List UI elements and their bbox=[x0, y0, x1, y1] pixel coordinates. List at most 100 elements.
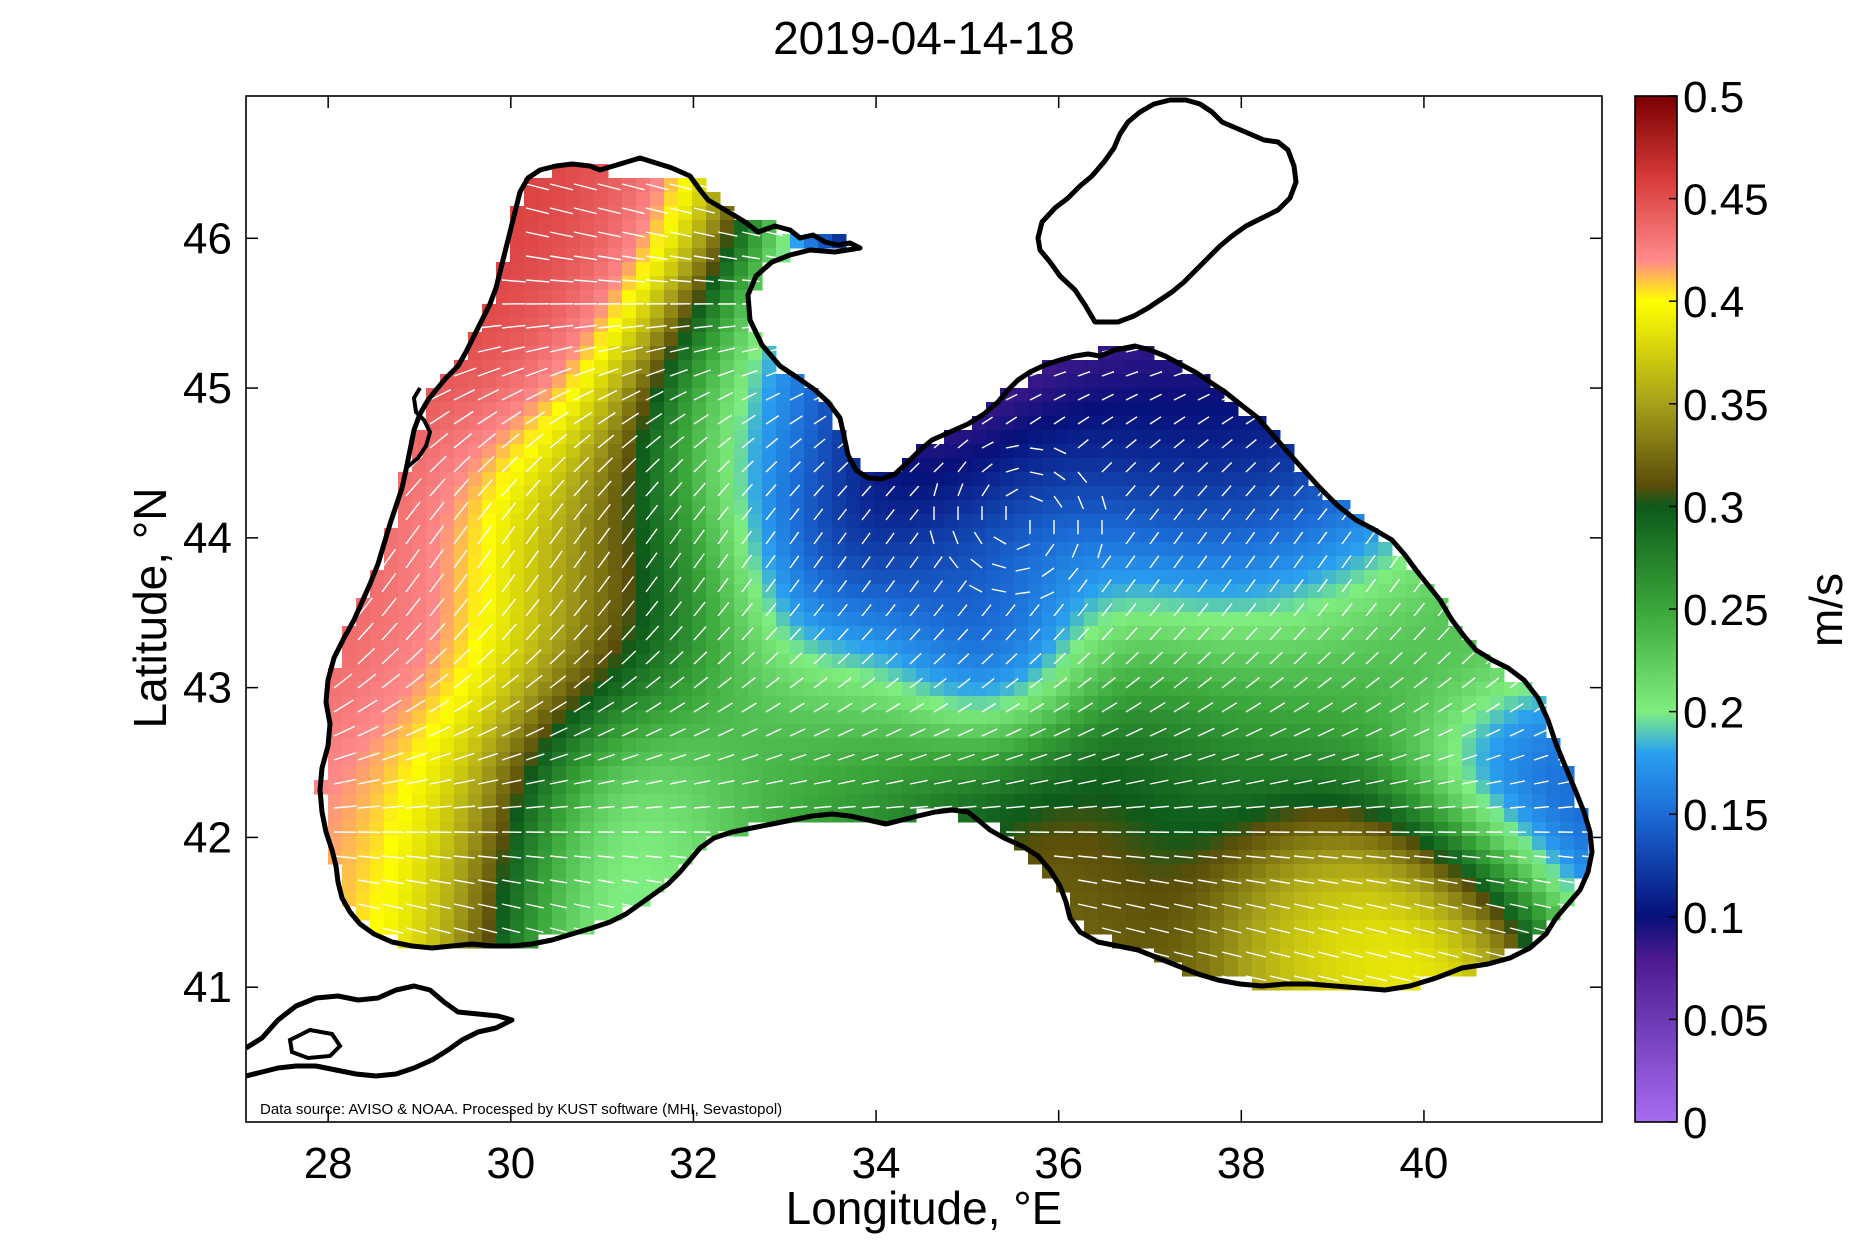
current-arrow bbox=[1101, 753, 1120, 761]
speed-cell bbox=[482, 766, 497, 781]
speed-cell bbox=[1336, 528, 1351, 543]
speed-cell bbox=[1476, 934, 1491, 949]
speed-cell bbox=[1350, 878, 1365, 893]
speed-cell bbox=[1504, 878, 1519, 893]
current-arrow bbox=[1005, 628, 1017, 641]
speed-cell bbox=[958, 500, 973, 515]
speed-cell bbox=[398, 794, 413, 809]
speed-cell bbox=[398, 808, 413, 823]
speed-cell bbox=[1014, 416, 1029, 431]
speed-cell bbox=[580, 500, 595, 515]
current-arrow bbox=[1245, 579, 1256, 593]
current-arrow bbox=[1005, 702, 1021, 713]
current-arrow bbox=[1485, 855, 1504, 859]
speed-cell bbox=[1462, 864, 1477, 879]
speed-cell bbox=[370, 682, 385, 697]
speed-cell bbox=[482, 640, 497, 655]
speed-cell bbox=[1308, 668, 1323, 683]
speed-cell bbox=[510, 906, 525, 921]
speed-cell bbox=[1084, 724, 1099, 739]
current-arrow bbox=[1197, 855, 1218, 859]
speed-cell bbox=[1182, 612, 1197, 627]
speed-cell bbox=[496, 374, 511, 389]
current-arrow bbox=[621, 676, 638, 689]
speed-cell bbox=[944, 752, 959, 767]
current-arrow bbox=[453, 388, 476, 401]
speed-cell bbox=[1168, 878, 1183, 893]
speed-cell bbox=[874, 738, 889, 753]
speed-cell bbox=[1392, 864, 1407, 879]
colorbar: 00.050.10.150.20.250.30.350.40.450.5 m/s bbox=[1634, 73, 1852, 1148]
current-arrow bbox=[1173, 805, 1193, 809]
speed-cell bbox=[762, 696, 777, 711]
speed-cell bbox=[986, 598, 1001, 613]
speed-cell bbox=[678, 220, 693, 235]
current-arrow bbox=[1365, 554, 1376, 569]
speed-cell bbox=[1182, 640, 1197, 655]
speed-cell bbox=[1280, 668, 1295, 683]
speed-cell bbox=[1266, 710, 1281, 725]
speed-cell bbox=[1182, 864, 1197, 879]
speed-cell bbox=[1182, 556, 1197, 571]
speed-cell bbox=[1196, 486, 1211, 501]
speed-cell bbox=[1294, 668, 1309, 683]
current-arrow bbox=[1197, 951, 1218, 958]
speed-cell bbox=[1322, 808, 1337, 823]
current-arrow bbox=[1221, 779, 1241, 785]
speed-cell bbox=[664, 374, 679, 389]
speed-cell bbox=[454, 612, 469, 627]
speed-cell bbox=[776, 542, 791, 557]
speed-cell bbox=[874, 696, 889, 711]
speed-cell bbox=[1350, 570, 1365, 585]
speed-cell bbox=[482, 738, 497, 753]
speed-cell bbox=[1154, 654, 1169, 669]
speed-cell bbox=[440, 542, 455, 557]
speed-cell bbox=[1378, 878, 1393, 893]
current-arrow bbox=[429, 927, 451, 934]
speed-cell bbox=[692, 738, 707, 753]
speed-cell bbox=[874, 500, 889, 515]
speed-cell bbox=[1112, 724, 1127, 739]
speed-cell bbox=[720, 332, 735, 347]
speed-cell bbox=[692, 808, 707, 823]
speed-cell bbox=[664, 388, 679, 403]
current-arrow bbox=[549, 456, 566, 473]
speed-cell bbox=[328, 794, 343, 809]
speed-cell bbox=[762, 514, 777, 529]
speed-cell bbox=[1070, 458, 1085, 473]
speed-cell bbox=[706, 402, 721, 417]
speed-cell bbox=[412, 780, 427, 795]
speed-cell bbox=[846, 724, 861, 739]
speed-cell bbox=[1238, 710, 1253, 725]
current-arrow bbox=[693, 482, 706, 497]
speed-cell bbox=[860, 668, 875, 683]
speed-cell bbox=[734, 248, 749, 263]
speed-cell bbox=[524, 668, 539, 683]
speed-cell bbox=[664, 696, 679, 711]
current-arrow bbox=[1125, 805, 1146, 809]
current-arrow bbox=[429, 410, 450, 425]
speed-cell bbox=[1056, 780, 1071, 795]
speed-cell bbox=[1406, 668, 1421, 683]
speed-cell bbox=[1434, 906, 1449, 921]
speed-cell bbox=[454, 486, 469, 501]
speed-cell bbox=[748, 626, 763, 641]
speed-cell bbox=[1336, 696, 1351, 711]
speed-cell bbox=[748, 682, 763, 697]
speed-cell bbox=[1308, 570, 1323, 585]
speed-cell bbox=[916, 598, 931, 613]
speed-cell bbox=[580, 472, 595, 487]
current-arrow bbox=[1461, 728, 1477, 737]
speed-cell bbox=[454, 514, 469, 529]
speed-cell bbox=[916, 458, 931, 473]
current-arrow bbox=[1197, 702, 1214, 713]
speed-cell bbox=[1392, 822, 1407, 837]
speed-cell bbox=[720, 514, 735, 529]
speed-cell bbox=[594, 682, 609, 697]
speed-cell bbox=[1224, 892, 1239, 907]
speed-cell bbox=[384, 654, 399, 669]
current-arrow bbox=[453, 752, 475, 761]
speed-cell bbox=[916, 612, 931, 627]
current-arrow bbox=[429, 573, 445, 593]
current-arrow bbox=[1389, 753, 1407, 761]
